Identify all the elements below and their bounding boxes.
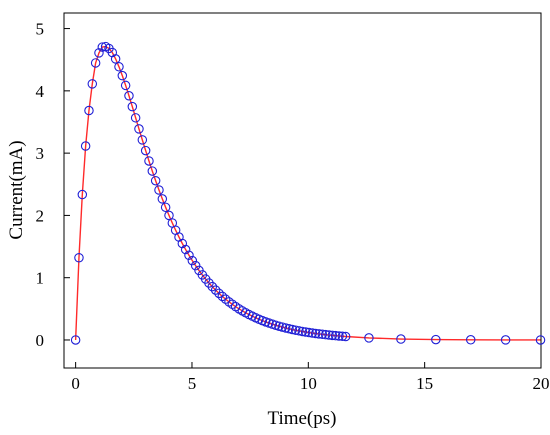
series-layer <box>70 41 546 345</box>
data-point-45 <box>220 294 231 304</box>
data-point-13 <box>114 62 124 72</box>
data-point-70 <box>304 327 314 338</box>
data-point-14 <box>117 70 128 81</box>
data-point-2 <box>77 189 88 200</box>
data-point-75 <box>320 329 331 340</box>
y-tick-label-0: 0 <box>36 331 45 350</box>
data-point-27 <box>160 202 171 213</box>
data-point-47 <box>227 299 238 310</box>
data-point-77 <box>327 330 338 341</box>
y-tick-label-3: 3 <box>36 144 45 163</box>
x-tick-label-0: 0 <box>71 374 80 393</box>
fit-line <box>74 45 541 341</box>
data-point-80 <box>337 331 348 341</box>
data-point-4 <box>84 105 94 116</box>
data-point-16 <box>124 91 134 101</box>
plot-frame <box>63 12 542 369</box>
data-point-20 <box>137 135 148 145</box>
data-point-41 <box>207 281 218 292</box>
x-axis-title: Time(ps) <box>268 408 337 429</box>
data-point-21 <box>140 145 151 156</box>
data-point-84 <box>431 334 441 345</box>
data-point-71 <box>307 328 318 338</box>
data-point-0 <box>70 335 81 345</box>
data-point-6 <box>90 58 101 68</box>
x-tick-label-3: 15 <box>416 374 433 393</box>
data-point-5 <box>87 79 98 89</box>
data-point-32 <box>177 238 188 249</box>
data-point-42 <box>210 285 221 295</box>
data-point-7 <box>94 48 104 58</box>
y-axis-title: Current(mA) <box>6 140 27 239</box>
data-point-15 <box>120 80 131 91</box>
data-point-43 <box>214 288 224 299</box>
data-point-19 <box>134 124 144 134</box>
data-point-65 <box>287 324 298 335</box>
data-point-46 <box>224 297 234 307</box>
data-point-8 <box>97 42 108 52</box>
tick-labels: 0 5 10 15 20 0 1 2 3 4 5 <box>36 20 550 393</box>
data-point-74 <box>317 329 328 340</box>
data-point-79 <box>334 331 344 341</box>
data-point-76 <box>324 330 334 340</box>
data-point-63 <box>280 323 291 333</box>
data-point-34 <box>184 250 194 261</box>
y-tick-label-5: 5 <box>36 20 45 39</box>
data-point-73 <box>314 329 324 339</box>
data-point-86 <box>500 335 511 345</box>
data-point-12 <box>110 54 121 64</box>
data-point-83 <box>396 334 406 344</box>
data-point-24 <box>150 175 161 186</box>
data-point-28 <box>164 210 174 221</box>
data-point-17 <box>127 101 138 112</box>
data-point-85 <box>465 335 476 345</box>
data-point-26 <box>157 194 168 204</box>
data-point-72 <box>310 328 321 339</box>
data-point-66 <box>290 325 301 335</box>
data-point-35 <box>187 255 198 266</box>
data-point-81 <box>340 331 351 342</box>
data-point-25 <box>154 185 164 195</box>
data-point-69 <box>300 327 311 337</box>
ticks <box>64 28 542 368</box>
data-point-33 <box>180 244 191 255</box>
data-point-87 <box>535 335 546 345</box>
data-point-64 <box>284 324 294 334</box>
x-tick-label-2: 10 <box>300 374 317 393</box>
data-point-3 <box>80 141 91 151</box>
x-tick-label-4: 20 <box>533 374 550 393</box>
y-tick-label-4: 4 <box>36 82 45 101</box>
data-point-18 <box>130 113 141 123</box>
y-tick-label-1: 1 <box>36 269 45 288</box>
data-point-22 <box>144 156 154 166</box>
data-point-23 <box>147 166 158 176</box>
data-point-36 <box>190 260 201 271</box>
data-point-44 <box>217 291 228 302</box>
y-tick-label-2: 2 <box>36 206 45 225</box>
data-point-1 <box>74 253 84 263</box>
x-tick-label-1: 5 <box>188 374 197 393</box>
data-point-68 <box>297 326 308 337</box>
data-point-78 <box>330 330 341 341</box>
data-point-82 <box>364 333 374 343</box>
data-point-67 <box>294 326 304 336</box>
